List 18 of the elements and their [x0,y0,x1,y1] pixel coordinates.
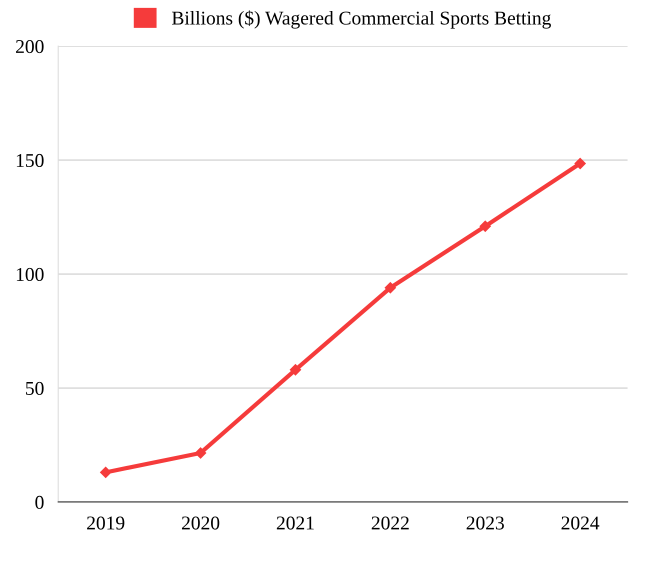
point [290,364,302,376]
x-tick-label: 2020 [182,516,220,530]
y-tick-label: 50 [26,382,44,395]
y-tick-label: 150 [16,154,44,168]
y-tick-label: 100 [16,268,44,282]
x-tick-label: 2019 [87,516,124,530]
x-tick-label: 2022 [372,516,409,530]
point [480,220,491,232]
point [194,447,206,459]
point [100,466,112,478]
point [384,282,396,294]
point [574,158,586,170]
x-tick-label: 2021 [276,516,314,530]
x-tick-label: 2023 [466,516,504,530]
x-tick-label: 2024 [562,516,600,530]
y-tick-label: 200 [16,40,44,54]
legend-label: Billions ($) Wagered Commercial Sports Betting [172,10,551,29]
y-tick-label: 0 [35,496,44,509]
